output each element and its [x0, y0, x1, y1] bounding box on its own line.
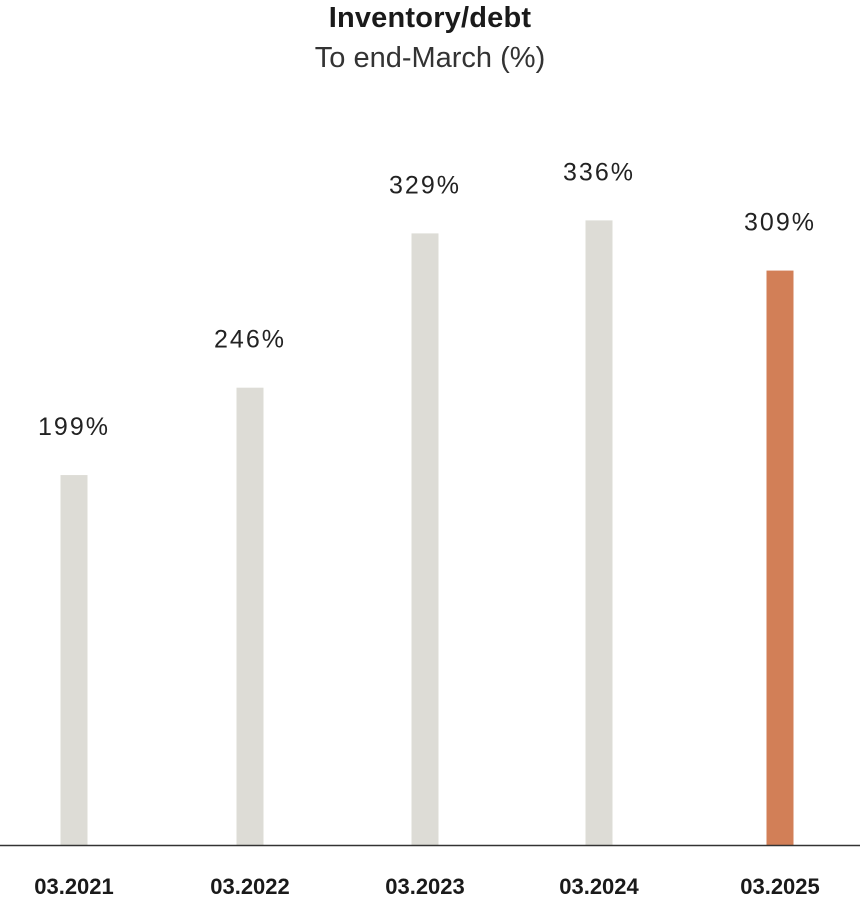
bar-03.2023 — [411, 233, 439, 845]
bar-03.2021 — [60, 475, 88, 845]
x-tick-label: 03.2025 — [740, 874, 820, 899]
chart-title: Inventory/debt — [328, 2, 532, 34]
chart-subtitle: To end-March (%) — [314, 42, 546, 74]
x-tick-label: 03.2022 — [210, 874, 290, 899]
bar-03.2022 — [236, 387, 264, 845]
value-label: 246% — [214, 326, 286, 354]
x-tick-label: 03.2021 — [34, 874, 114, 899]
bar-03.2025 — [766, 270, 794, 846]
value-label: 329% — [389, 171, 461, 199]
value-label: 199% — [38, 413, 110, 441]
value-label: 309% — [744, 209, 816, 237]
x-tick-label: 03.2024 — [559, 874, 639, 899]
x-tick-label: 03.2023 — [385, 874, 465, 899]
value-label: 336% — [563, 158, 635, 186]
bar-03.2024 — [585, 220, 613, 845]
